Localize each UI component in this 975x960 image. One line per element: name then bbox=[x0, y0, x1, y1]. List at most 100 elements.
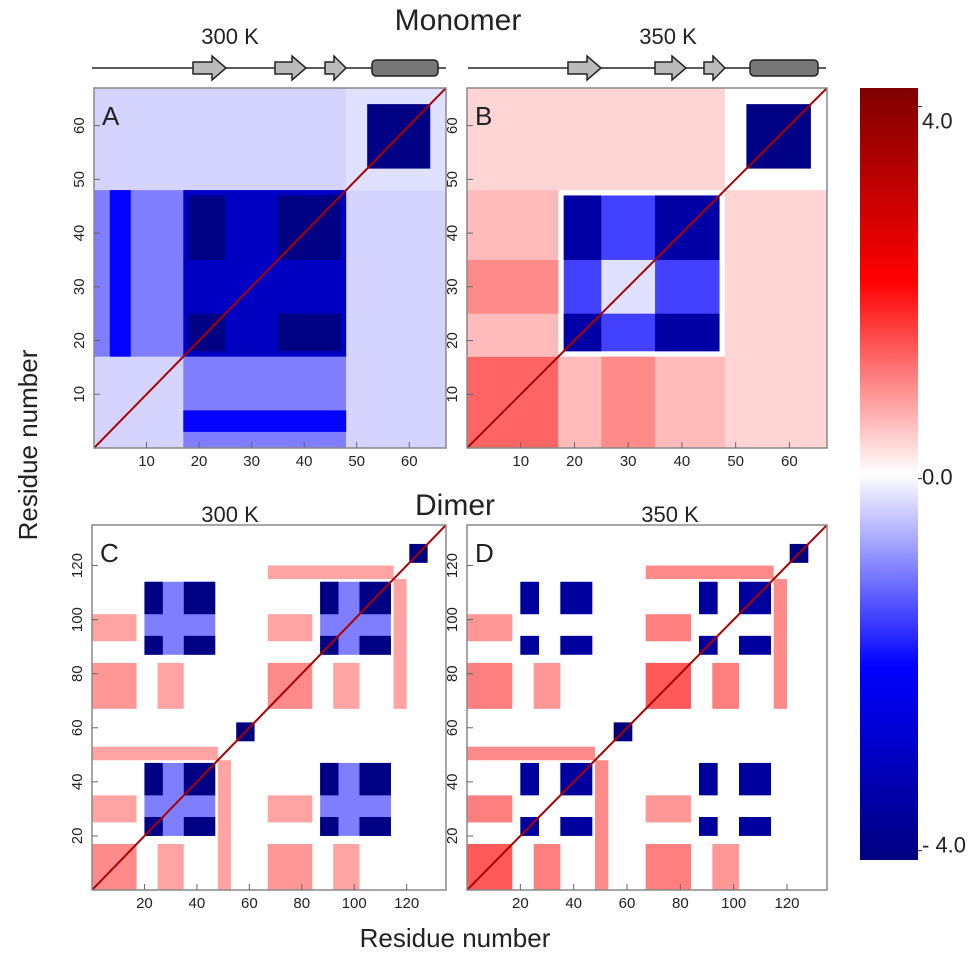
y-tick-label: 120 bbox=[444, 553, 461, 578]
plot-frame bbox=[93, 87, 447, 449]
heatmap-cell bbox=[699, 762, 718, 796]
heatmap-cell bbox=[188, 195, 226, 260]
heatmap-cell bbox=[467, 259, 559, 314]
diagonal bbox=[467, 525, 827, 890]
y-tick-label: 10 bbox=[444, 386, 461, 403]
monomer-title: Monomer bbox=[395, 4, 522, 37]
y-tick-label: 40 bbox=[71, 225, 88, 242]
heatmap-cell bbox=[724, 190, 827, 448]
heatmap-cell bbox=[359, 635, 391, 655]
panel-subtitle: 300 K bbox=[201, 502, 259, 527]
y-axis-label: Residue number bbox=[13, 349, 43, 540]
y-tick-label: 30 bbox=[444, 278, 461, 295]
heatmap-cell bbox=[183, 410, 347, 432]
y-tick-label: 40 bbox=[69, 774, 86, 791]
heatmap-cell bbox=[346, 190, 446, 448]
plot-frame bbox=[466, 87, 828, 449]
heatmap-cell bbox=[94, 88, 347, 191]
y-tick-label: 30 bbox=[71, 278, 88, 295]
heatmap-cell bbox=[655, 313, 720, 352]
heatmap-cell bbox=[92, 614, 137, 642]
x-tick-label: 60 bbox=[781, 453, 798, 470]
heatmap-cell bbox=[467, 746, 595, 761]
heatmap-cell bbox=[267, 844, 313, 890]
x-tick-label: 50 bbox=[727, 453, 744, 470]
x-tick-label: 80 bbox=[672, 895, 689, 912]
heatmap bbox=[467, 525, 827, 890]
x-tick-label: 30 bbox=[620, 453, 637, 470]
heatmap-cell bbox=[520, 635, 539, 655]
plot-frame bbox=[91, 524, 447, 891]
panel-letter: A bbox=[102, 101, 120, 131]
heatmap-cell bbox=[520, 581, 539, 615]
panel-subtitle: 350 K bbox=[639, 24, 697, 49]
y-tick-label: 50 bbox=[71, 171, 88, 188]
diagonal bbox=[94, 88, 446, 448]
panel-letter: D bbox=[475, 538, 494, 568]
y-tick-label: 60 bbox=[71, 117, 88, 134]
heatmap-cell bbox=[712, 662, 739, 709]
x-tick-label: 20 bbox=[512, 895, 529, 912]
heatmap bbox=[467, 88, 827, 448]
dimer-title: Dimer bbox=[415, 489, 495, 522]
colorbar bbox=[860, 88, 918, 860]
secondary-structure bbox=[92, 54, 826, 82]
y-tick-label: 40 bbox=[444, 225, 461, 242]
heatmap-cell bbox=[560, 581, 593, 615]
diagonal bbox=[92, 525, 446, 890]
heatmap-cell bbox=[359, 817, 391, 836]
heatmap-cell bbox=[92, 746, 218, 761]
y-tick-label: 100 bbox=[69, 607, 86, 632]
heatmap-cell bbox=[467, 795, 513, 823]
y-tick-label: 20 bbox=[71, 332, 88, 349]
x-tick-label: 100 bbox=[342, 895, 367, 912]
y-tick-label: 80 bbox=[444, 665, 461, 682]
diagonal bbox=[467, 88, 827, 448]
heatmap-cell bbox=[645, 565, 774, 580]
heatmap-cell bbox=[277, 313, 341, 352]
heatmap-cell bbox=[144, 581, 163, 615]
y-tick-label: 10 bbox=[71, 386, 88, 403]
y-tick-label: 100 bbox=[444, 607, 461, 632]
heatmap-cell bbox=[333, 662, 360, 709]
plot-frame bbox=[466, 524, 828, 891]
heatmap-cell bbox=[267, 795, 313, 823]
heatmap-cell bbox=[773, 579, 787, 709]
heatmap-cell bbox=[393, 579, 407, 709]
x-tick-label: 50 bbox=[348, 453, 365, 470]
y-tick-label: 50 bbox=[444, 171, 461, 188]
heatmap-cell bbox=[157, 844, 184, 890]
y-tick-label: 20 bbox=[69, 828, 86, 845]
heatmap-cell bbox=[601, 356, 656, 448]
heatmap-cell bbox=[217, 760, 231, 890]
heatmap-cell bbox=[645, 844, 691, 890]
x-tick-label: 120 bbox=[394, 895, 419, 912]
heatmap-cell bbox=[467, 614, 513, 642]
heatmap-cell bbox=[645, 614, 691, 642]
heatmap-cell bbox=[712, 844, 739, 890]
colorbar-tick-label: 0.0 bbox=[922, 464, 953, 489]
y-tick-label: 60 bbox=[444, 719, 461, 736]
x-tick-label: 40 bbox=[189, 895, 206, 912]
heatmap bbox=[92, 525, 446, 890]
x-tick-label: 30 bbox=[243, 453, 260, 470]
x-tick-label: 20 bbox=[191, 453, 208, 470]
x-tick-label: 60 bbox=[619, 895, 636, 912]
y-tick-label: 60 bbox=[69, 719, 86, 736]
y-tick-label: 80 bbox=[69, 665, 86, 682]
heatmap-cell bbox=[144, 635, 163, 655]
heatmap-cell bbox=[520, 762, 539, 796]
heatmap-cell bbox=[320, 762, 339, 796]
y-tick-label: 120 bbox=[69, 553, 86, 578]
x-tick-label: 20 bbox=[136, 895, 153, 912]
panel-letter: C bbox=[100, 538, 119, 568]
x-tick-label: 20 bbox=[566, 453, 583, 470]
panel-subtitle: 300 K bbox=[201, 24, 259, 49]
heatmap-cell bbox=[560, 817, 593, 836]
heatmap-cell bbox=[267, 614, 313, 642]
heatmap-cell bbox=[699, 581, 718, 615]
heatmap-cell bbox=[560, 635, 593, 655]
panel-subtitle: 350 K bbox=[641, 502, 699, 527]
x-tick-label: 60 bbox=[241, 895, 258, 912]
